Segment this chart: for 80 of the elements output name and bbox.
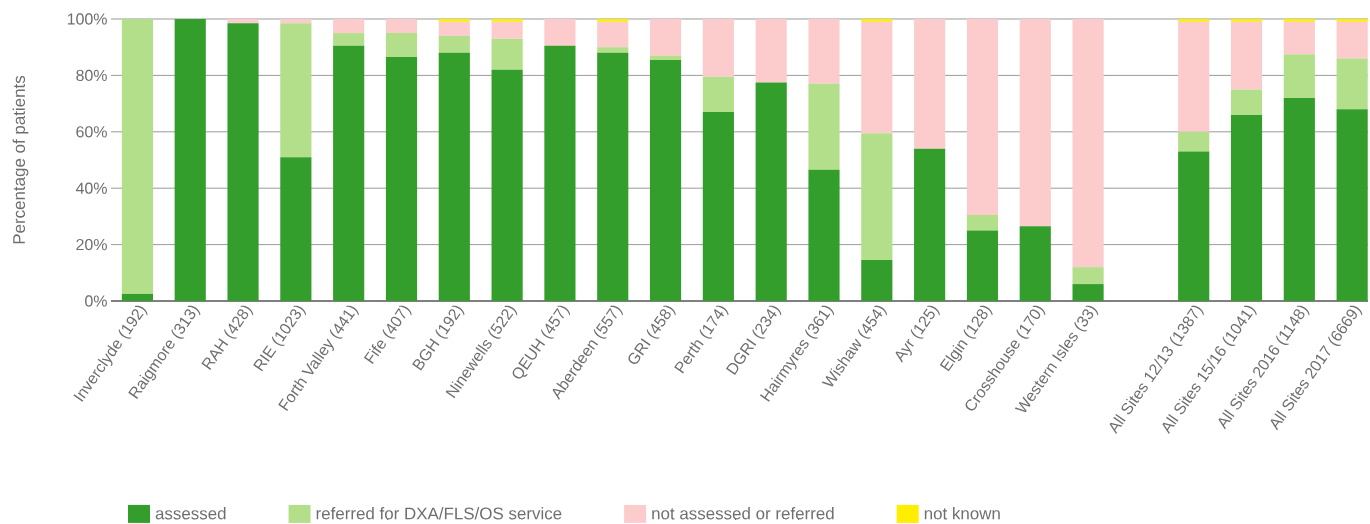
bar <box>1283 21 1315 55</box>
bar <box>1283 19 1315 22</box>
y-tick-label: 80% <box>76 69 107 82</box>
bar <box>1283 97 1315 301</box>
bar <box>861 19 893 22</box>
bar <box>1230 114 1263 301</box>
bar <box>597 47 629 53</box>
bar <box>1283 54 1315 98</box>
bar <box>966 214 999 231</box>
bar <box>755 82 787 301</box>
bar <box>914 148 946 301</box>
bar <box>649 55 682 60</box>
bar <box>861 260 893 301</box>
bar <box>1072 267 1104 285</box>
bar <box>1178 21 1210 132</box>
bar <box>438 52 470 301</box>
bar <box>755 19 787 83</box>
bar <box>1230 21 1263 90</box>
bar <box>702 112 734 301</box>
bar <box>649 19 682 56</box>
bar <box>227 23 259 301</box>
bar <box>1336 21 1368 59</box>
bar <box>966 19 999 215</box>
bar <box>914 19 946 149</box>
bar <box>649 59 682 301</box>
y-tick-label: 0% <box>85 295 107 307</box>
bar <box>385 19 418 34</box>
bar <box>1072 284 1104 301</box>
bar <box>121 19 153 294</box>
y-tick-label: 20% <box>76 238 107 251</box>
bar <box>280 19 312 24</box>
bar <box>438 19 470 22</box>
bar <box>280 157 312 301</box>
bar <box>1230 89 1263 115</box>
bar <box>491 21 523 39</box>
bar <box>438 21 470 36</box>
bar <box>544 45 576 301</box>
bar <box>227 19 259 24</box>
bar <box>1019 226 1051 301</box>
bar <box>438 35 470 53</box>
bar <box>385 33 418 58</box>
y-tick-label: 100% <box>67 13 107 25</box>
bar <box>808 83 840 170</box>
bar <box>597 19 629 22</box>
bar <box>544 19 576 46</box>
bar <box>1178 131 1210 152</box>
bar <box>966 230 999 301</box>
bar <box>808 169 840 301</box>
bar <box>702 76 734 113</box>
y-axis-title: Percentage of patients <box>12 75 29 244</box>
bar <box>491 19 523 22</box>
bar <box>491 69 523 301</box>
bar <box>702 19 734 77</box>
bar <box>597 21 629 48</box>
bar <box>1336 58 1368 110</box>
bar <box>333 33 365 46</box>
legend-label: referred for DXA/FLS/OS service <box>316 507 562 520</box>
bar <box>1178 19 1210 22</box>
bar <box>333 45 365 301</box>
bar <box>597 52 629 301</box>
bar <box>1230 19 1263 22</box>
legend-label: not known <box>924 507 1000 520</box>
bar <box>808 19 840 84</box>
legend-label: assessed <box>155 507 226 520</box>
bar <box>121 293 153 301</box>
bar <box>1336 19 1368 22</box>
bar <box>491 38 523 70</box>
bar <box>174 19 206 301</box>
legend-label: not assessed or referred <box>652 507 834 520</box>
bar <box>333 19 365 34</box>
bar <box>280 23 312 158</box>
bar <box>1178 151 1210 301</box>
bar <box>1336 109 1368 301</box>
bar <box>861 21 893 134</box>
bar <box>1019 19 1051 227</box>
y-tick-label: 60% <box>76 126 107 138</box>
y-tick-label: 40% <box>75 182 107 194</box>
bar <box>1072 19 1104 268</box>
bar <box>385 57 418 301</box>
bar <box>861 133 893 261</box>
